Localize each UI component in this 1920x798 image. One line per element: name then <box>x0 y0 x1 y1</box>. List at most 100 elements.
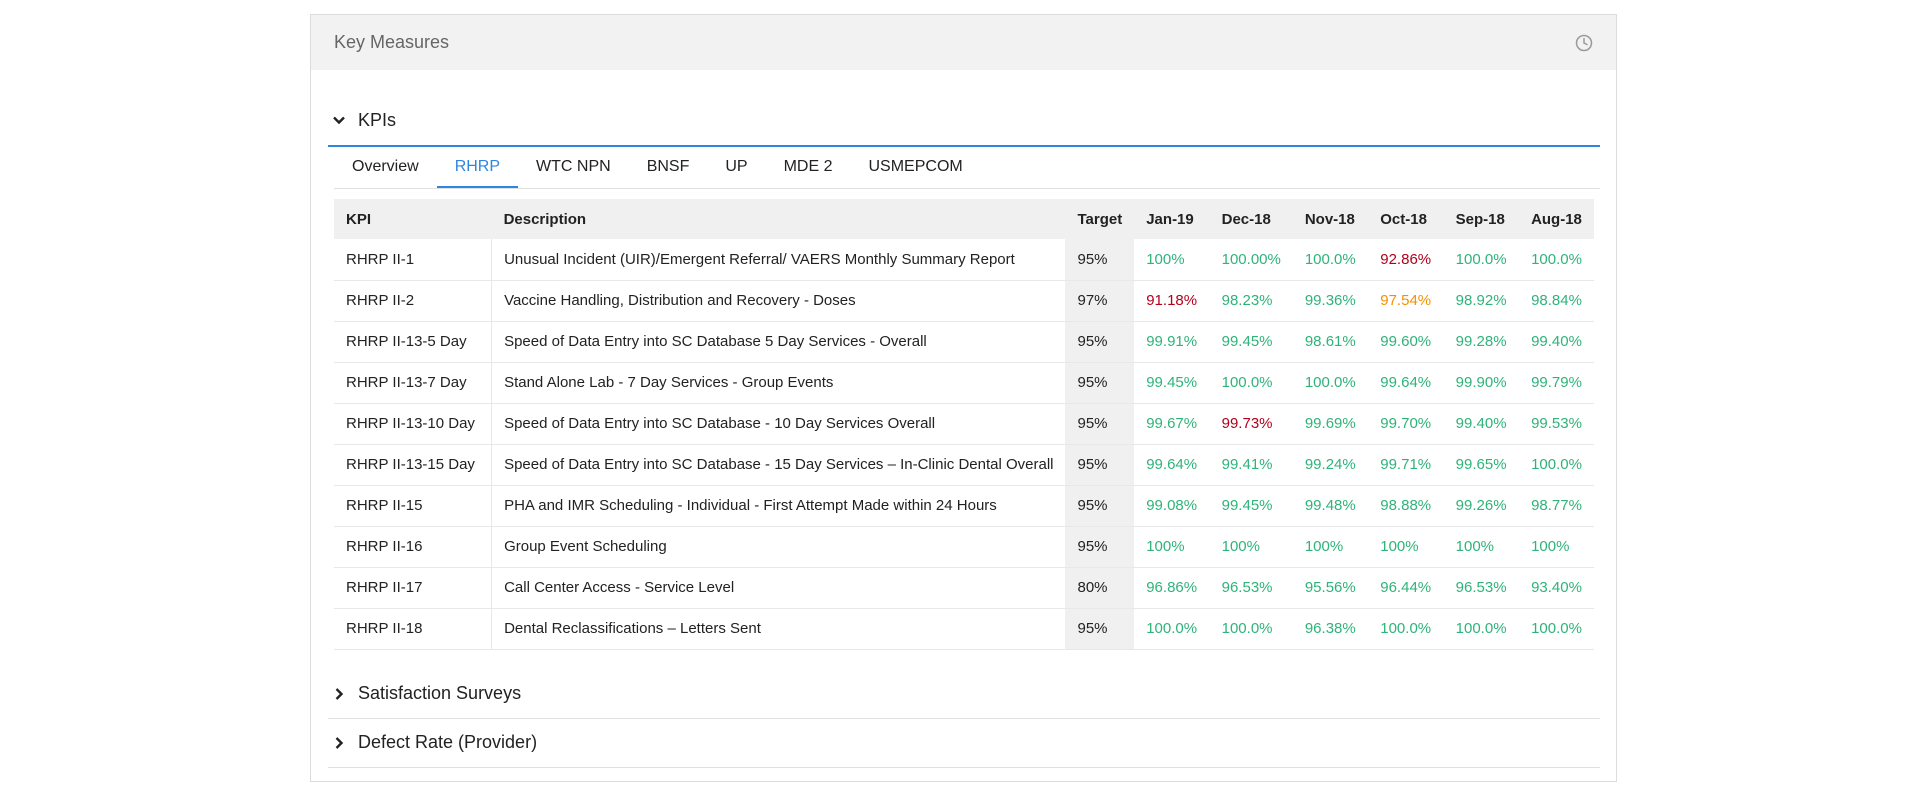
clock-icon[interactable] <box>1574 33 1594 53</box>
month-value-cell: 100.0% <box>1292 239 1369 281</box>
kpis-section-header[interactable]: KPIs <box>328 95 1600 147</box>
month-value-cell: 100% <box>1519 526 1594 568</box>
month-value-cell: 99.41% <box>1209 444 1293 486</box>
month-value-cell: 99.40% <box>1519 321 1594 363</box>
month-value-cell: 100% <box>1134 526 1210 568</box>
month-value-cell: 98.77% <box>1519 485 1594 527</box>
column-header-month: Nov-18 <box>1292 199 1369 239</box>
month-value-cell: 99.45% <box>1134 362 1210 404</box>
chevron-right-icon <box>328 732 350 754</box>
kpi-cell: RHRP II-18 <box>334 608 493 650</box>
month-value-cell: 100.0% <box>1209 362 1293 404</box>
month-value-cell: 99.40% <box>1443 403 1520 445</box>
description-cell: PHA and IMR Scheduling - Individual - Fi… <box>491 485 1066 527</box>
description-cell: Stand Alone Lab - 7 Day Services - Group… <box>491 362 1066 404</box>
kpi-cell: RHRP II-13-15 Day <box>334 444 493 486</box>
table-row: RHRP II-2 Vaccine Handling, Distribution … <box>334 280 1594 322</box>
table-row: RHRP II-13-10 Day Speed of Data Entry int… <box>334 403 1594 445</box>
kpis-section-label: KPIs <box>358 109 397 130</box>
target-cell: 95% <box>1065 239 1135 281</box>
satisfaction-surveys-section-header[interactable]: Satisfaction Surveys <box>328 669 1600 719</box>
target-cell: 80% <box>1065 567 1135 609</box>
month-value-cell: 99.45% <box>1209 321 1293 363</box>
tab-wtc-npn[interactable]: WTC NPN <box>536 158 611 175</box>
defect-rate-section-header[interactable]: Defect Rate (Provider) <box>328 718 1600 768</box>
month-value-cell: 93.40% <box>1519 567 1594 609</box>
month-value-cell: 99.70% <box>1368 403 1444 445</box>
column-header-month: Dec-18 <box>1209 199 1293 239</box>
tab-bnsf[interactable]: BNSF <box>646 158 690 175</box>
table-row: RHRP II-13-5 Day Speed of Data Entry into… <box>334 321 1594 363</box>
tab-usmepcom[interactable]: USMEPCOM <box>868 158 963 175</box>
table-row: RHRP II-16 Group Event Scheduling 95% 100% 1… <box>334 526 1594 568</box>
month-value-cell: 100% <box>1368 526 1444 568</box>
target-cell: 95% <box>1065 526 1135 568</box>
table-row: RHRP II-18 Dental Reclassifications – Let… <box>334 608 1594 650</box>
column-header-month: Sep-18 <box>1443 199 1520 239</box>
chevron-right-icon <box>328 683 350 705</box>
month-value-cell: 99.60% <box>1368 321 1444 363</box>
month-value-cell: 100.0% <box>1519 608 1594 650</box>
tab-overview[interactable]: Overview <box>352 158 419 175</box>
month-value-cell: 98.23% <box>1209 280 1293 322</box>
tab-mde-2[interactable]: MDE 2 <box>783 158 833 175</box>
tab-bar: Overview RHRP WTC NPN BNSF UP MDE 2 USME… <box>334 146 1600 189</box>
description-cell: Speed of Data Entry into SC Database - 1… <box>491 444 1066 486</box>
month-value-cell: 99.65% <box>1443 444 1520 486</box>
description-cell: Group Event Scheduling <box>491 526 1066 568</box>
month-value-cell: 98.61% <box>1292 321 1369 363</box>
target-cell: 97% <box>1065 280 1135 322</box>
kpi-cell: RHRP II-16 <box>334 526 493 568</box>
month-value-cell: 99.36% <box>1292 280 1369 322</box>
kpi-table: KPI Description Target Jan-19 Dec-18 Nov… <box>334 199 1594 650</box>
month-value-cell: 100% <box>1134 239 1210 281</box>
key-measures-panel: Key Measures KPIs Overview RHRP WTC NPN … <box>310 14 1617 782</box>
kpi-cell: RHRP II-2 <box>334 280 493 322</box>
month-value-cell: 100.0% <box>1443 608 1520 650</box>
month-value-cell: 96.44% <box>1368 567 1444 609</box>
month-value-cell: 99.48% <box>1292 485 1369 527</box>
description-cell: Vaccine Handling, Distribution and Recov… <box>491 280 1066 322</box>
target-cell: 95% <box>1065 485 1135 527</box>
target-cell: 95% <box>1065 321 1135 363</box>
table-row: RHRP II-15 PHA and IMR Scheduling - Indiv… <box>334 485 1594 527</box>
description-cell: Call Center Access - Service Level <box>491 567 1066 609</box>
kpi-cell: RHRP II-15 <box>334 485 493 527</box>
month-value-cell: 100% <box>1292 526 1369 568</box>
kpi-cell: RHRP II-13-10 Day <box>334 403 493 445</box>
description-cell: Unusual Incident (UIR)/Emergent Referral… <box>491 239 1066 281</box>
month-value-cell: 96.38% <box>1292 608 1369 650</box>
month-value-cell: 99.53% <box>1519 403 1594 445</box>
month-value-cell: 99.91% <box>1134 321 1210 363</box>
month-value-cell: 99.26% <box>1443 485 1520 527</box>
panel-header: Key Measures <box>311 15 1616 70</box>
month-value-cell: 91.18% <box>1134 280 1210 322</box>
column-header-kpi: KPI <box>334 199 492 239</box>
month-value-cell: 100.0% <box>1519 444 1594 486</box>
month-value-cell: 97.54% <box>1368 280 1444 322</box>
table-row: RHRP II-13-7 Day Stand Alone Lab - 7 Day … <box>334 362 1594 404</box>
month-value-cell: 100.00% <box>1209 239 1293 281</box>
month-value-cell: 92.86% <box>1368 239 1444 281</box>
kpi-cell: RHRP II-17 <box>334 567 493 609</box>
column-header-month: Aug-18 <box>1519 199 1594 239</box>
month-value-cell: 98.92% <box>1443 280 1520 322</box>
panel-title: Key Measures <box>334 32 450 52</box>
tab-up[interactable]: UP <box>725 158 748 175</box>
tab-rhrp[interactable]: RHRP <box>436 146 519 188</box>
description-cell: Speed of Data Entry into SC Database - 1… <box>491 403 1066 445</box>
table-row: RHRP II-1 Unusual Incident (UIR)/Emergent… <box>334 239 1594 281</box>
target-cell: 95% <box>1065 362 1135 404</box>
month-value-cell: 99.69% <box>1292 403 1369 445</box>
description-cell: Dental Reclassifications – Letters Sent <box>491 608 1066 650</box>
target-cell: 95% <box>1065 444 1135 486</box>
kpi-cell: RHRP II-13-5 Day <box>334 321 493 363</box>
month-value-cell: 95.56% <box>1292 567 1369 609</box>
month-value-cell: 100% <box>1209 526 1293 568</box>
month-value-cell: 99.73% <box>1209 403 1293 445</box>
month-value-cell: 99.45% <box>1209 485 1293 527</box>
month-value-cell: 100.0% <box>1292 362 1369 404</box>
month-value-cell: 99.28% <box>1443 321 1520 363</box>
table-header-row: KPI Description Target Jan-19 Dec-18 Nov… <box>334 199 1594 239</box>
column-header-description: Description <box>491 199 1066 239</box>
